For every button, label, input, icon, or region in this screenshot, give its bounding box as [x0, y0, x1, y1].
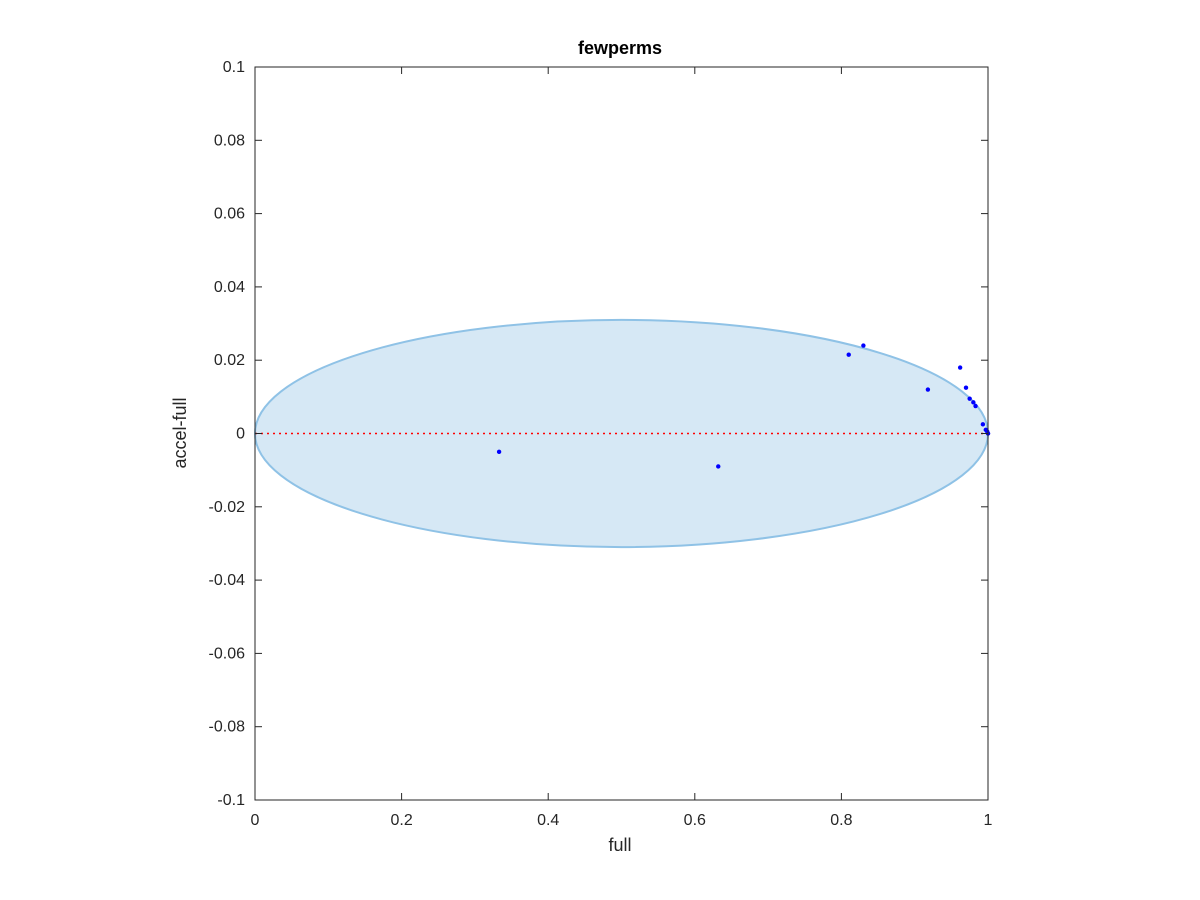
data-point — [846, 352, 851, 357]
data-point — [980, 422, 986, 427]
y-tick-label: 0.08 — [214, 132, 245, 149]
data-point — [861, 343, 866, 348]
y-tick-label: 0.04 — [214, 279, 245, 296]
x-tick-label: 0.6 — [684, 812, 706, 829]
data-point — [496, 449, 502, 455]
x-tick-label: 0.2 — [390, 812, 412, 829]
y-axis-label: accel-full — [170, 397, 190, 468]
data-point — [973, 403, 978, 409]
y-tick-label: 0.02 — [214, 352, 245, 369]
x-tick-label: 0 — [251, 812, 260, 829]
data-point — [925, 387, 931, 392]
y-tick-label: -0.08 — [209, 719, 246, 736]
y-tick-label: 0 — [236, 426, 245, 443]
data-point — [716, 464, 721, 469]
y-tick-label: 0.1 — [223, 59, 245, 76]
x-tick-label: 0.8 — [830, 812, 852, 829]
data-point — [967, 396, 972, 401]
data-point — [963, 385, 969, 390]
x-axis-label: full — [608, 835, 631, 855]
y-tick-label: -0.06 — [209, 645, 246, 662]
data-point — [957, 365, 963, 370]
x-tick-label: 1 — [984, 812, 993, 829]
plot-area: 0 0.2 0.4 0.6 0.8 1 0.1 0.08 0.06 0.04 0.02 0 -0.02 -… — [209, 59, 993, 829]
y-tick-label: 0.06 — [214, 206, 245, 223]
y-tick-label: -0.04 — [209, 572, 246, 589]
y-tick-label: -0.1 — [217, 792, 245, 809]
data-point — [971, 400, 976, 405]
chart-title: fewperms — [578, 38, 662, 58]
x-tick-label: 0.4 — [537, 812, 559, 829]
y-tick-label: -0.02 — [209, 499, 246, 516]
